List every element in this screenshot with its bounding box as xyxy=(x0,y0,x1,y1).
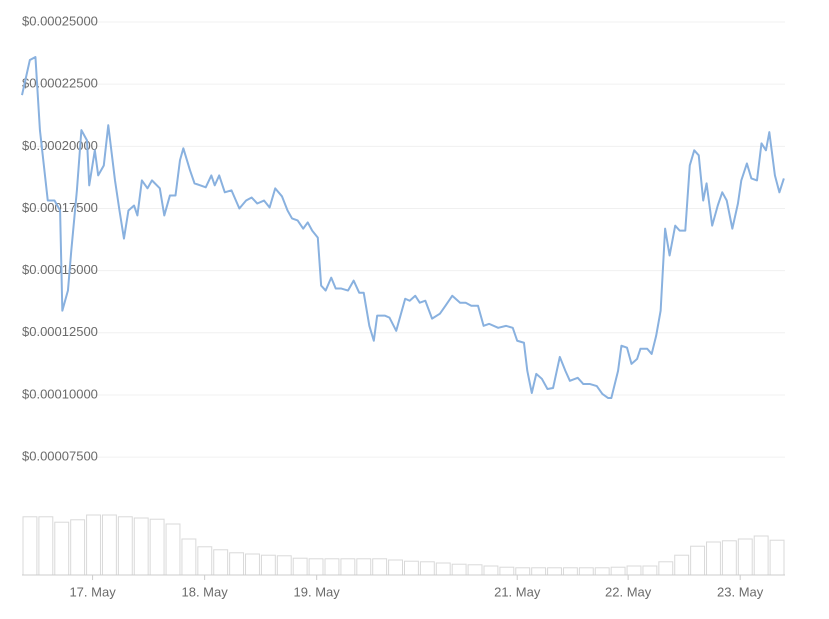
y-tick-label: $0.00007500 xyxy=(22,449,98,464)
volume-bar xyxy=(340,558,356,576)
y-tick-label: $0.00022500 xyxy=(22,76,98,91)
y-tick-label: $0.00017500 xyxy=(22,200,98,215)
volume-bar xyxy=(690,545,706,576)
volume-bar xyxy=(149,518,165,576)
y-tick-label: $0.00015000 xyxy=(22,262,98,277)
volume-bar xyxy=(737,538,753,576)
volume-bar xyxy=(674,554,690,576)
volume-bar xyxy=(292,557,308,576)
volume-bar xyxy=(404,560,419,576)
volume-bar xyxy=(308,558,324,576)
volume-bar xyxy=(594,567,610,576)
volume-bar xyxy=(721,540,737,576)
volume-bar xyxy=(260,554,276,576)
volume-bar xyxy=(706,541,721,576)
volume-bar xyxy=(658,561,674,576)
volume-bar xyxy=(769,539,785,576)
volume-bar xyxy=(356,558,372,576)
volume-bar xyxy=(610,566,626,576)
price-line xyxy=(21,56,785,399)
y-tick-label: $0.00025000 xyxy=(22,13,98,28)
x-tick-label: 19. May xyxy=(294,584,341,599)
volume-bar xyxy=(181,538,197,576)
volume-bar xyxy=(435,562,451,576)
x-tick-label: 23. May xyxy=(717,584,764,599)
volume-bar xyxy=(483,565,499,576)
volume-bar xyxy=(38,516,54,576)
y-tick-label: $0.00012500 xyxy=(22,324,98,339)
volume-bar xyxy=(324,558,340,576)
volume-bar xyxy=(562,567,578,576)
volume-bar xyxy=(213,549,229,576)
x-tick-label: 18. May xyxy=(182,584,229,599)
volume-bar xyxy=(229,552,245,576)
volume-bar xyxy=(515,567,531,576)
volume-bar xyxy=(451,563,467,576)
volume-bar xyxy=(388,559,403,576)
x-tick-label: 21. May xyxy=(494,584,541,599)
x-tick-label: 17. May xyxy=(69,584,116,599)
volume-bar xyxy=(531,567,547,576)
volume-bar xyxy=(753,535,769,576)
volume-bar xyxy=(642,565,658,576)
volume-bar xyxy=(117,516,133,576)
y-tick-label: $0.00010000 xyxy=(22,386,98,401)
volume-bar xyxy=(197,546,213,576)
x-tick-label: 22. May xyxy=(605,584,652,599)
volume-bar xyxy=(133,517,149,576)
volume-bar xyxy=(70,519,86,576)
volume-bar xyxy=(165,523,181,576)
volume-bar xyxy=(245,553,260,576)
volume-bar xyxy=(467,564,483,576)
volume-bar xyxy=(578,567,594,576)
volume-bar xyxy=(101,514,117,576)
volume-bar xyxy=(54,521,70,576)
volume-bar xyxy=(499,566,515,576)
volume-bar xyxy=(626,565,642,576)
volume-bar xyxy=(547,567,562,576)
volume-bar xyxy=(372,558,388,576)
volume-bar xyxy=(22,516,38,576)
volume-bar xyxy=(276,555,292,576)
volume-bar xyxy=(419,561,435,576)
volume-bar xyxy=(86,514,101,576)
